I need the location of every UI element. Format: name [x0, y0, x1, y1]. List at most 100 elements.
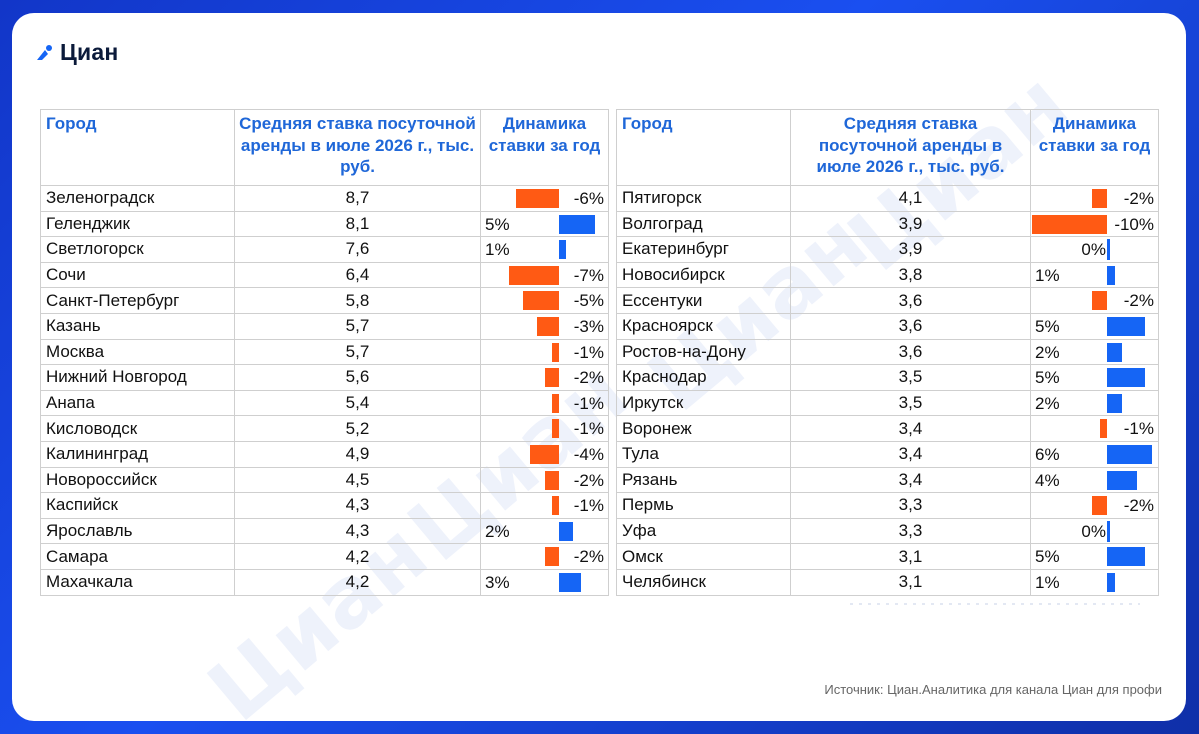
dynamics-label: 5%	[1035, 547, 1060, 567]
city-cell: Калининград	[40, 440, 235, 468]
city-cell: Волгоград	[616, 210, 791, 238]
dynamics-cell: -1%	[480, 492, 609, 519]
dynamics-label: 1%	[1035, 265, 1060, 285]
table-row: Калининград 4,9 -4%	[40, 440, 609, 468]
dynamics-bar	[551, 496, 559, 516]
dynamics-bar	[523, 291, 559, 311]
brand-logo: Циан	[36, 39, 118, 66]
rate-cell: 7,6	[234, 236, 481, 263]
dynamics-label: 0%	[1081, 240, 1106, 260]
table-row: Уфа 3,3 0%	[616, 517, 1159, 545]
dynamics-bar	[1107, 572, 1115, 592]
rate-cell: 5,2	[234, 415, 481, 442]
city-cell: Казань	[40, 312, 235, 340]
table-row: Сочи 6,4 -7%	[40, 261, 609, 289]
dynamics-cell: -4%	[480, 440, 609, 468]
dynamics-bar	[530, 444, 559, 464]
dynamics-cell: 1%	[480, 236, 609, 263]
dynamics-bar	[551, 393, 559, 413]
city-cell: Челябинск	[616, 568, 791, 596]
city-cell: Уфа	[616, 517, 791, 545]
table-row: Ессентуки 3,6 -2%	[616, 287, 1159, 314]
dynamics-label: -2%	[1123, 189, 1154, 208]
city-cell: Зеленоградск	[40, 185, 235, 212]
dynamics-bar	[1107, 239, 1110, 261]
dynamics-label: 6%	[1035, 444, 1060, 464]
dynamics-bar	[559, 240, 567, 260]
city-cell: Красноярск	[616, 312, 791, 340]
table-row: Иркутск 3,5 2%	[616, 389, 1159, 417]
brand-name: Циан	[60, 39, 119, 65]
table-row: Челябинск 3,1 1%	[616, 568, 1159, 596]
dynamics-bar	[559, 572, 581, 592]
dynamics-cell: -1%	[480, 338, 609, 366]
dynamics-cell: -2%	[480, 466, 609, 494]
city-cell: Краснодар	[616, 364, 791, 391]
rate-cell: 4,2	[234, 568, 481, 596]
dynamics-cell: -2%	[1030, 185, 1159, 212]
rate-header: Средняя ставка посуточной аренды в июле …	[790, 109, 1031, 186]
dynamics-label: 5%	[1035, 368, 1060, 388]
city-cell: Геленджик	[40, 210, 235, 238]
dynamics-label: 4%	[1035, 470, 1060, 490]
dynamics-label: -5%	[573, 291, 604, 311]
dynamics-bar	[1107, 368, 1145, 388]
city-cell: Ессентуки	[616, 287, 791, 314]
table-row: Санкт-Петербург 5,8 -5%	[40, 287, 609, 314]
rate-cell: 3,4	[790, 466, 1031, 494]
dynamics-bar	[515, 189, 559, 208]
dynamics-bar	[508, 265, 559, 285]
table-row: Красноярск 3,6 5%	[616, 312, 1159, 340]
dynamics-bar	[1107, 470, 1137, 490]
city-cell: Ярославль	[40, 517, 235, 545]
dynamics-cell: -3%	[480, 312, 609, 340]
dynamics-bar	[1092, 291, 1107, 311]
dynamics-label: 0%	[1081, 521, 1106, 541]
rate-cell: 3,3	[790, 492, 1031, 519]
dynamics-cell: -1%	[480, 389, 609, 417]
dynamics-cell: -7%	[480, 261, 609, 289]
dynamics-label: 1%	[1035, 572, 1060, 592]
table-row: Краснодар 3,5 5%	[616, 364, 1159, 391]
dynamics-label: -4%	[573, 444, 604, 464]
table-row: Анапа 5,4 -1%	[40, 389, 609, 417]
rate-cell: 5,4	[234, 389, 481, 417]
rate-cell: 5,7	[234, 312, 481, 340]
dynamics-cell: 6%	[1030, 440, 1159, 468]
dynamics-label: 5%	[485, 214, 510, 234]
rate-cell: 4,9	[234, 440, 481, 468]
city-cell: Санкт-Петербург	[40, 287, 235, 314]
dynamics-bar	[544, 470, 559, 490]
table-row: Самара 4,2 -2%	[40, 543, 609, 570]
rate-cell: 8,7	[234, 185, 481, 212]
table-header-row: Город Средняя ставка посуточной аренды в…	[616, 109, 1159, 186]
dynamics-cell: -1%	[1030, 415, 1159, 442]
dynamics-label: -1%	[573, 419, 604, 439]
dynamics-label: -3%	[573, 316, 604, 336]
table-row: Нижний Новгород 5,6 -2%	[40, 364, 609, 391]
city-cell: Ростов-на-Дону	[616, 338, 791, 366]
city-cell: Сочи	[40, 261, 235, 289]
dynamics-cell: 1%	[1030, 261, 1159, 289]
city-cell: Екатеринбург	[616, 236, 791, 263]
rate-header: Средняя ставка посуточной аренды в июле …	[234, 109, 481, 186]
city-cell: Пятигорск	[616, 185, 791, 212]
dynamics-bar	[544, 368, 559, 388]
city-cell: Москва	[40, 338, 235, 366]
dynamics-bar	[1032, 214, 1107, 234]
dynamics-bar	[537, 316, 559, 336]
dynamics-bar	[1099, 419, 1107, 439]
table-row: Екатеринбург 3,9 0%	[616, 236, 1159, 263]
rate-cell: 5,7	[234, 338, 481, 366]
city-header: Город	[40, 109, 235, 186]
city-cell: Новороссийск	[40, 466, 235, 494]
table-header-row: Город Средняя ставка посуточной аренды в…	[40, 109, 609, 186]
rate-cell: 3,6	[790, 338, 1031, 366]
left-table: Город Средняя ставка посуточной аренды в…	[40, 109, 609, 596]
dynamics-cell: 2%	[1030, 338, 1159, 366]
dynamics-cell: -6%	[480, 185, 609, 212]
dynamics-label: -1%	[573, 342, 604, 362]
table-row: Ярославль 4,3 2%	[40, 517, 609, 545]
rate-cell: 6,4	[234, 261, 481, 289]
dynamics-cell: -2%	[480, 364, 609, 391]
